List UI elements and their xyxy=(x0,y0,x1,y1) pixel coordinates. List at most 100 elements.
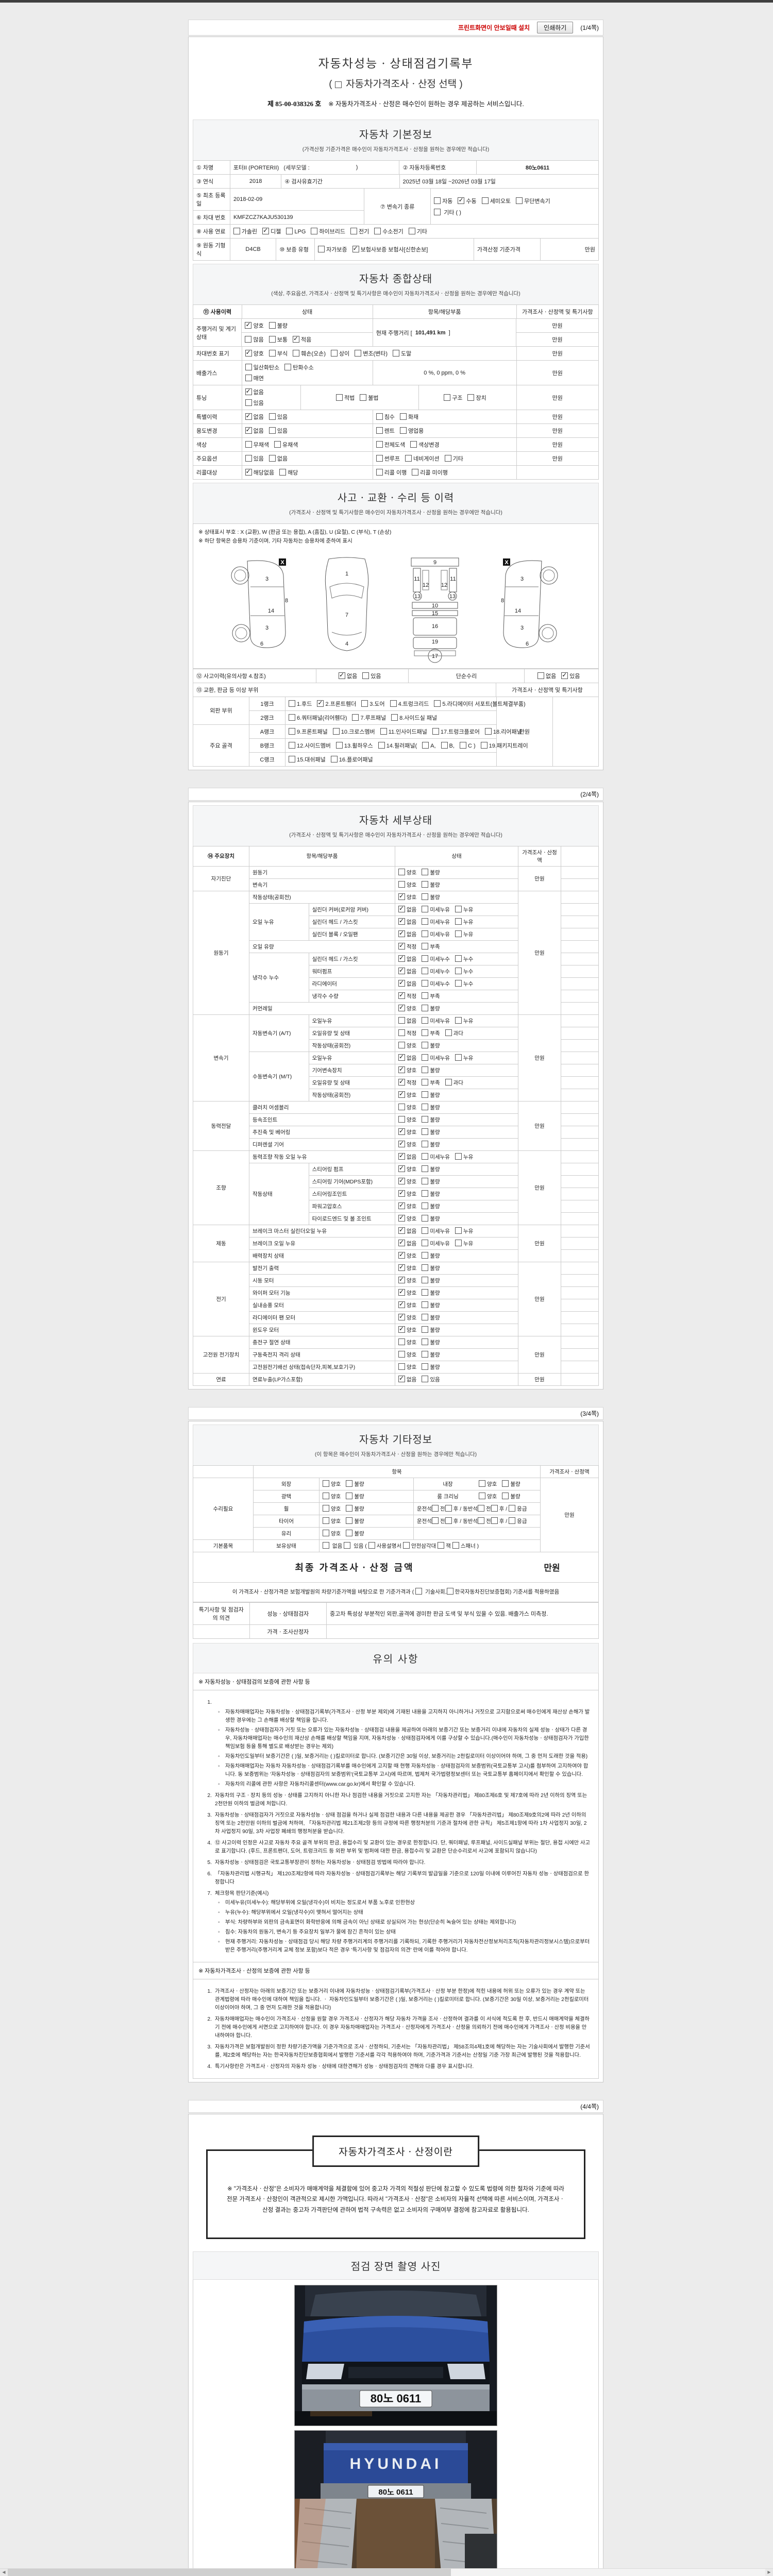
option: 없음 xyxy=(537,672,556,680)
option: 누유 xyxy=(455,1153,473,1160)
checkbox xyxy=(455,1016,462,1024)
checkbox xyxy=(445,1517,452,1524)
cell: 차대번호 표기 xyxy=(193,347,242,361)
checkbox xyxy=(467,394,475,401)
page-marker-4: (4/4쪽) xyxy=(580,2103,599,2110)
checkbox xyxy=(398,1115,405,1123)
option: 양호 xyxy=(323,1492,341,1500)
option: 누수 xyxy=(455,979,473,987)
svg-text:4: 4 xyxy=(345,641,348,647)
option: 장치 xyxy=(467,394,486,402)
option: 13.휠하우스 xyxy=(335,741,373,750)
checkbox xyxy=(422,1338,429,1345)
checkbox xyxy=(422,1326,429,1333)
checkbox xyxy=(360,394,367,401)
checkbox xyxy=(432,727,439,735)
checkbox xyxy=(422,1313,429,1320)
option: 양호 xyxy=(398,1300,416,1309)
option: 없음 xyxy=(398,1016,416,1024)
cell: 자동수동세미오토무단변속기 기타 ( ) xyxy=(431,189,599,225)
checkbox xyxy=(445,1029,452,1036)
checkbox xyxy=(376,427,383,434)
option: 불량 xyxy=(346,1480,364,1487)
option: 불량 xyxy=(422,1350,440,1358)
option: 불량 xyxy=(346,1504,364,1512)
checkbox xyxy=(422,741,429,749)
scroll-left-arrow[interactable]: ◀ xyxy=(0,2569,8,2576)
print-button[interactable]: 인쇄하기 xyxy=(537,22,574,33)
svg-text:X: X xyxy=(505,560,509,566)
checkbox xyxy=(405,455,412,462)
checkbox xyxy=(398,1313,405,1320)
option: 양호 xyxy=(398,892,416,901)
checkbox xyxy=(455,967,462,974)
doc-subtitle: ( 자동차가격조사ㆍ산정 선택 ) xyxy=(329,79,463,90)
scroll-right-arrow[interactable]: ▶ xyxy=(765,2569,773,2576)
checkbox xyxy=(398,1263,405,1271)
checkbox xyxy=(422,1363,429,1370)
checkbox xyxy=(422,1115,429,1123)
option: 하이브리드 xyxy=(311,227,345,235)
cell: 가격산정 기준가격 xyxy=(474,239,541,261)
checkbox xyxy=(422,918,429,925)
option: 네비게이션 xyxy=(405,454,440,463)
option: 양호 xyxy=(398,1313,416,1321)
install-notice[interactable]: 프린트화면이 안보일때 설치 xyxy=(458,24,530,31)
option: 불량 xyxy=(422,1202,440,1210)
cell: ③ 연식 xyxy=(193,175,230,189)
cell: 주요옵션 xyxy=(193,452,242,466)
cell: 일산화탄소 탄화수소 매연 xyxy=(242,361,373,385)
scrollbar-thumb[interactable] xyxy=(8,2569,451,2576)
svg-text:3: 3 xyxy=(265,625,268,631)
checkbox xyxy=(422,893,429,900)
horizontal-scrollbar[interactable]: ◀ ▶ xyxy=(0,2568,773,2576)
notice-bullet: ◦ 누유(누수): 해당부위에서 오일(냉각수)이 맺혀서 떨어지는 상태 xyxy=(218,1910,363,1916)
checkbox xyxy=(346,1529,353,1536)
checkbox xyxy=(374,228,381,234)
option: 과다 xyxy=(445,1029,463,1037)
notice-body-performance: 1. ◦ 자동차매매업자는 자동차성능ㆍ상태점검기록부(가격조사ㆍ산정 부분 제외)… xyxy=(193,1690,599,1963)
final-price-row: 최종 가격조사ㆍ산정 금액 만원 xyxy=(193,1552,599,1583)
checkbox xyxy=(434,197,441,204)
checkbox xyxy=(289,727,295,735)
option: 부족 xyxy=(422,1078,440,1086)
cell: 80노0611 xyxy=(476,161,599,175)
option: 없음 xyxy=(398,1053,416,1061)
checkbox xyxy=(422,1276,429,1283)
option: 15.대쉬패널 xyxy=(289,755,326,764)
option: LPG xyxy=(286,228,306,235)
checkbox xyxy=(268,413,276,420)
option: 불량 xyxy=(422,880,440,888)
checkbox xyxy=(399,427,407,434)
checkbox xyxy=(317,699,324,707)
checkbox xyxy=(422,1041,429,1048)
option: 불량 xyxy=(422,1066,440,1074)
cell: 상태 xyxy=(242,305,373,319)
option: 양호 xyxy=(398,1004,416,1012)
cell: ⑧ 사용 연료 xyxy=(193,225,230,239)
svg-text:80노 0611: 80노 0611 xyxy=(378,2488,413,2497)
cell: 해당없음 해당 xyxy=(242,466,373,480)
option: 미세누유 xyxy=(422,918,450,925)
checkbox xyxy=(422,1301,429,1308)
cell: 만원 xyxy=(541,239,599,261)
window-top-edge xyxy=(0,0,773,3)
about-box-title: 자동차가격조사ㆍ산정이란 xyxy=(312,2135,479,2167)
accident-subtitle: (가격조사ㆍ산정액 및 특기사항은 매수인이 자동차가격조사ㆍ산정을 원하는 경… xyxy=(289,510,502,516)
checkbox xyxy=(245,399,252,406)
checkbox xyxy=(376,469,383,476)
checkbox xyxy=(355,350,362,357)
cell: 썬루프 네비게이션 기타 xyxy=(373,452,517,466)
option: 6.쿼터패널(리어휀다) xyxy=(289,714,347,722)
checkbox xyxy=(455,930,462,937)
cell: 없음 있음 xyxy=(242,410,373,424)
checkbox xyxy=(233,228,240,234)
svg-text:8: 8 xyxy=(501,598,504,604)
cell: 적법 불법 xyxy=(301,385,419,410)
checkbox xyxy=(398,1140,405,1147)
svg-text:80노 0611: 80노 0611 xyxy=(371,2392,422,2405)
option: 불량 xyxy=(422,1115,440,1123)
page-1: 자동차성능ㆍ상태점검기록부 ( 자동차가격조사ㆍ산정 선택 ) 제 85-00-… xyxy=(188,37,603,770)
cell: 2랭크 xyxy=(249,710,285,725)
